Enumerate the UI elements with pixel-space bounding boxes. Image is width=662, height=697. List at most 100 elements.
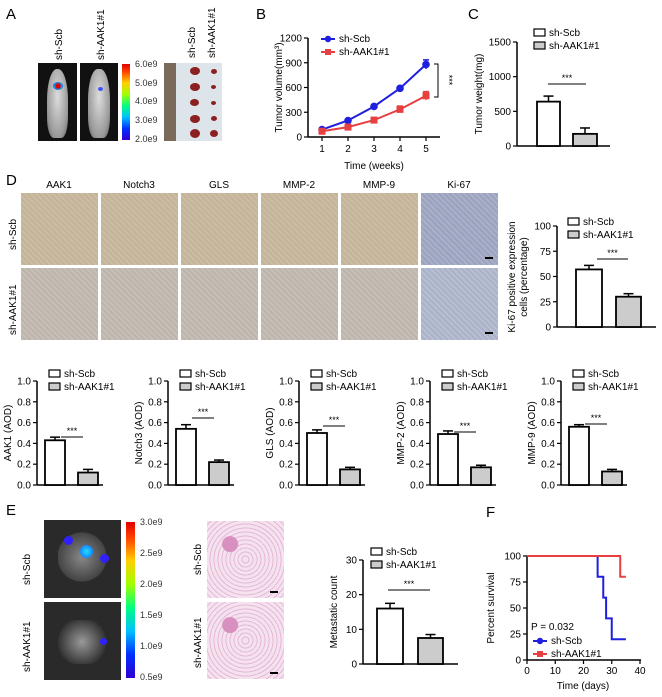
legend-label: sh-Scb xyxy=(549,28,581,39)
y-tick-label: 0 xyxy=(505,142,511,153)
colorbar-tick: 1.5e9 xyxy=(140,610,163,620)
y-tick-label: 0 xyxy=(296,133,302,144)
y-tick-label: 0.0 xyxy=(541,481,555,492)
y-tick-label: 500 xyxy=(494,107,511,118)
ihc-image-mmp-2-scb xyxy=(261,193,338,265)
bioluminescence-mouse-scb xyxy=(38,63,77,141)
legend-marker xyxy=(325,49,331,55)
legend-swatch xyxy=(533,41,546,50)
ihc-image-mmp-2-aak1 xyxy=(261,268,338,340)
data-point xyxy=(396,84,404,93)
y-tick-label: 25 xyxy=(540,297,552,308)
significance-stars: *** xyxy=(404,579,415,589)
legend-label: sh-AAK1#1 xyxy=(457,382,508,393)
stain-column-header: Ki-67 xyxy=(447,180,471,191)
significance-stars: *** xyxy=(329,415,340,425)
colorbar-tick: 4.0e9 xyxy=(135,96,158,106)
y-tick-label: 0.0 xyxy=(279,481,293,492)
y-tick-label: 1.0 xyxy=(148,377,162,388)
excised-tumors-photo xyxy=(164,63,222,141)
colorbar-tick: 3.0e9 xyxy=(140,517,163,527)
legend-swatch xyxy=(310,382,323,391)
ihc-image-mmp-9-scb xyxy=(341,193,418,265)
bar-sh-aak1 xyxy=(470,466,492,486)
ihc-image-gls-scb xyxy=(181,193,258,265)
bar-sh-scb xyxy=(536,100,561,147)
bar-sh-scb xyxy=(306,432,328,486)
significance-bracket xyxy=(434,63,439,98)
x-axis-label: Time (days) xyxy=(557,681,609,692)
y-tick-label: 100 xyxy=(504,552,521,563)
bar-sh-scb xyxy=(575,268,603,328)
x-tick-label: 0 xyxy=(524,666,530,677)
y-tick-label: 0.0 xyxy=(17,481,31,492)
ihc-image-gls-aak1 xyxy=(181,268,258,340)
y-tick-label: 0 xyxy=(351,660,357,671)
y-tick-label: 1.0 xyxy=(410,377,424,388)
y-tick-label: 30 xyxy=(346,556,358,567)
legend-label: sh-Scb xyxy=(195,369,227,380)
colorbar-tick: 2.5e9 xyxy=(140,548,163,558)
legend-label: sh-AAK1#1 xyxy=(195,382,246,393)
x-tick-label: 5 xyxy=(423,144,429,155)
legend-swatch xyxy=(572,382,585,391)
legend-label: sh-AAK1#1 xyxy=(551,649,602,660)
y-tick-label: 50 xyxy=(510,604,522,615)
survival-curve-sh-scb xyxy=(527,555,626,641)
legend-label: sh-Scb xyxy=(588,369,620,380)
legend-marker xyxy=(536,637,544,645)
y-tick-label: 0.6 xyxy=(279,418,293,429)
bar-sh-scb xyxy=(568,425,590,486)
y-tick-label: 1.0 xyxy=(541,377,555,388)
x-tick-label: 40 xyxy=(634,666,646,677)
y-tick-label: 900 xyxy=(285,58,302,69)
bar-sh-aak1 xyxy=(339,468,361,486)
y-tick-label: 0.4 xyxy=(279,439,293,450)
y-axis-label: Notch3 (AOD) xyxy=(134,402,145,465)
y-tick-label: 0.4 xyxy=(541,439,555,450)
x-tick-label: 2 xyxy=(345,144,351,155)
legend-swatch xyxy=(567,230,580,239)
data-point xyxy=(422,92,430,100)
x-tick-label: 10 xyxy=(550,666,562,677)
y-axis-label: Ki-67 positive expression cells (percent… xyxy=(507,220,530,333)
y-tick-label: 0.6 xyxy=(148,418,162,429)
y-tick-label: 0.2 xyxy=(410,460,424,471)
data-point xyxy=(370,116,378,124)
legend-label: sh-AAK1#1 xyxy=(583,230,634,241)
legend-swatch xyxy=(441,382,454,391)
bar-sh-aak1 xyxy=(417,637,444,665)
significance-stars: *** xyxy=(607,248,618,258)
y-tick-label: 1.0 xyxy=(279,377,293,388)
y-tick-label: 0.4 xyxy=(148,439,162,450)
colorbar-tick: 1.0e9 xyxy=(140,641,163,651)
significance-stars: *** xyxy=(562,73,573,83)
stain-column-header: MMP-9 xyxy=(362,180,396,191)
legend-label: sh-AAK1#1 xyxy=(386,560,437,571)
data-point xyxy=(396,105,404,113)
lung-bioluminescence-scb xyxy=(44,520,121,598)
significance-stars: *** xyxy=(591,413,602,423)
legend-marker xyxy=(324,35,332,43)
panel-label-a: A xyxy=(6,6,17,23)
y-tick-label: 75 xyxy=(510,578,522,589)
y-axis-label: Percent survival xyxy=(486,572,497,643)
y-tick-label: 0.8 xyxy=(148,397,162,408)
y-axis-label: Tumor volume(mm³) xyxy=(274,42,285,132)
y-tick-label: 75 xyxy=(540,247,552,258)
panel-label-b: B xyxy=(256,6,267,23)
significance-stars: *** xyxy=(444,75,454,86)
stain-column-header: AAK1 xyxy=(46,180,72,191)
legend-label: sh-Scb xyxy=(457,369,489,380)
ihc-image-aak1-scb xyxy=(21,193,98,265)
ihc-image-mmp-9-aak1 xyxy=(341,268,418,340)
y-tick-label: 0 xyxy=(515,656,521,667)
bar-sh-aak1 xyxy=(601,470,623,486)
data-point xyxy=(422,60,430,69)
x-tick-label: 4 xyxy=(397,144,403,155)
y-tick-label: 0.2 xyxy=(541,460,555,471)
legend-label: sh-AAK1#1 xyxy=(549,41,600,52)
stain-column-header: Notch3 xyxy=(123,180,155,191)
y-tick-label: 0.0 xyxy=(148,481,162,492)
